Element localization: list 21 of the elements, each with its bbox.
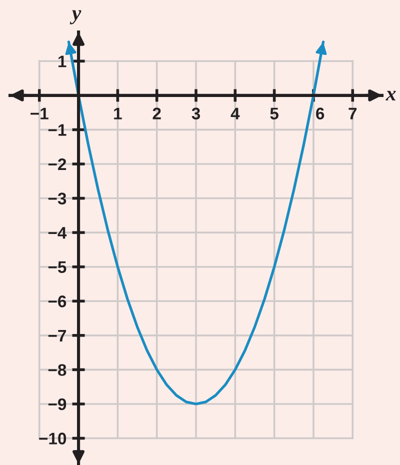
x-tick-label: 6 [316, 108, 324, 120]
x-tick-label: 3 [192, 108, 200, 120]
x-axis-title: x [386, 90, 396, 100]
y-axis-title: y [70, 10, 82, 24]
x-tick-label: 4 [230, 108, 240, 120]
y-tick-label: −7 [48, 330, 66, 342]
y-tick-label: −6 [48, 296, 66, 308]
y-tick-label: −9 [48, 398, 66, 410]
y-tick-label: −4 [48, 227, 67, 239]
y-tick-label: −1 [48, 124, 66, 136]
x-tick-label: 1 [114, 108, 122, 120]
x-tick-label: 5 [270, 108, 278, 120]
y-tick-label: −2 [48, 158, 66, 170]
x-tick-label: −1 [30, 108, 48, 120]
y-tick-label: 1 [58, 56, 66, 68]
y-tick-label: −10 [39, 432, 66, 444]
x-tick-label: 2 [152, 108, 161, 120]
y-tick-label: −3 [48, 192, 66, 204]
x-tick-label: 7 [348, 108, 357, 120]
y-tick-label: −8 [48, 364, 66, 376]
y-tick-label: −5 [48, 261, 66, 274]
